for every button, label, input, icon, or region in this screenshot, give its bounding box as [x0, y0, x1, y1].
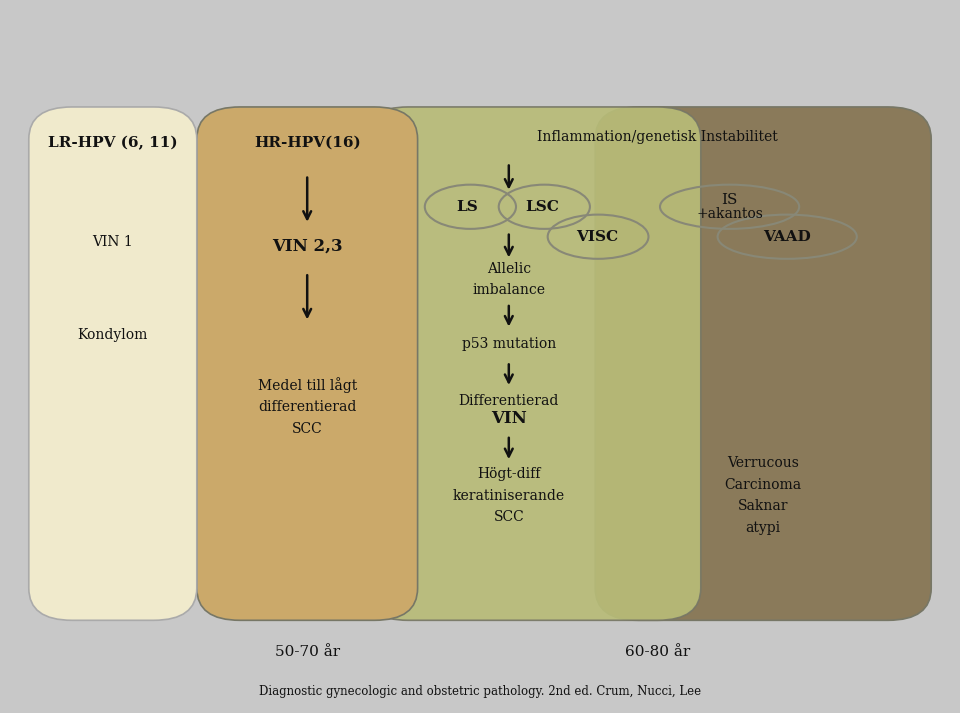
Text: Kondylom: Kondylom	[78, 328, 148, 342]
Text: HR-HPV(16): HR-HPV(16)	[253, 135, 361, 150]
Text: LSC: LSC	[525, 200, 560, 214]
Text: VISC: VISC	[576, 230, 618, 244]
FancyBboxPatch shape	[197, 107, 418, 620]
Text: 60-80 år: 60-80 år	[625, 645, 690, 660]
FancyBboxPatch shape	[29, 107, 197, 620]
Text: Verrucous
Carcinoma
Saknar
atypi: Verrucous Carcinoma Saknar atypi	[725, 456, 802, 535]
Text: p53 mutation: p53 mutation	[462, 337, 556, 352]
Text: Allelic
imbalance: Allelic imbalance	[472, 262, 545, 297]
Text: VIN 1: VIN 1	[92, 235, 133, 250]
Text: LR-HPV (6, 11): LR-HPV (6, 11)	[48, 135, 178, 150]
Text: Inflammation/genetisk Instabilitet: Inflammation/genetisk Instabilitet	[538, 130, 778, 144]
FancyBboxPatch shape	[365, 107, 701, 620]
Text: Medel till lågt
differentierad
SCC: Medel till lågt differentierad SCC	[257, 376, 357, 436]
Text: VIN: VIN	[491, 410, 527, 427]
Text: +akantos: +akantos	[696, 207, 763, 221]
Text: 50-70 år: 50-70 år	[275, 645, 340, 660]
FancyBboxPatch shape	[595, 107, 931, 620]
Text: VAAD: VAAD	[763, 230, 811, 244]
Text: IS: IS	[721, 193, 738, 207]
Text: Differentierad: Differentierad	[459, 394, 559, 408]
Text: Högt-diff
keratiniserande
SCC: Högt-diff keratiniserande SCC	[453, 467, 564, 524]
Text: Diagnostic gynecologic and obstetric pathology. 2nd ed. Crum, Nucci, Lee: Diagnostic gynecologic and obstetric pat…	[259, 685, 701, 698]
Text: VIN 2,3: VIN 2,3	[272, 237, 343, 255]
Text: LS: LS	[457, 200, 478, 214]
